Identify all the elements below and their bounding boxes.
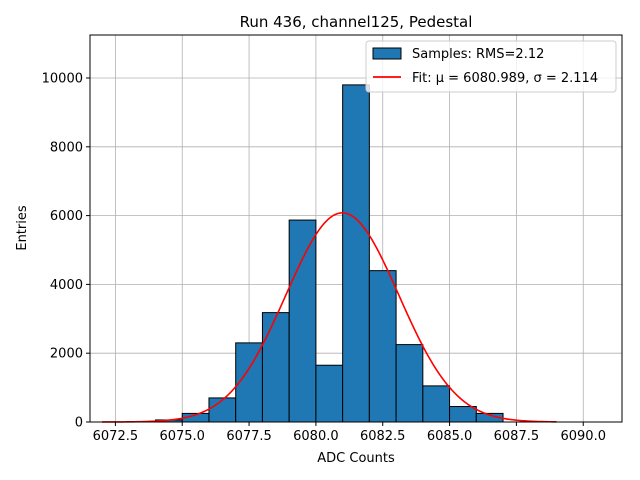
x-tick-label: 6075.0 (159, 429, 205, 444)
y-tick-label: 4000 (50, 278, 83, 293)
legend-label-fit: Fit: μ = 6080.989, σ = 2.114 (412, 71, 598, 86)
legend-box (365, 40, 617, 93)
x-tick-label: 6072.5 (93, 429, 139, 444)
histogram-bar (342, 84, 370, 423)
histogram-bar (395, 344, 424, 423)
histogram-bar (368, 270, 397, 423)
y-tick-label: 8000 (50, 140, 83, 155)
chart-title: Run 436, channel125, Pedestal (240, 13, 473, 31)
legend-label-histogram: Samples: RMS=2.12 (412, 47, 544, 62)
x-axis-label: ADC Counts (317, 451, 395, 466)
y-tick-label: 2000 (50, 347, 83, 362)
x-tick-label: 6090.0 (560, 429, 606, 444)
x-tick-label: 6080.0 (293, 429, 339, 444)
histogram-bar (288, 219, 317, 423)
histogram-bar (315, 364, 344, 423)
y-tick-label: 10000 (42, 72, 83, 87)
plot-frame (89, 34, 623, 423)
x-tick-label: 6087.5 (494, 429, 540, 444)
x-tick-label: 6085.0 (427, 429, 473, 444)
y-axis-ticks: 0 2000 4000 6000 8000 10000 (42, 72, 90, 431)
legend: Samples: RMS=2.12 Fit: μ = 6080.989, σ =… (365, 40, 617, 93)
y-tick-label: 0 (75, 416, 83, 431)
x-axis-ticks: 6072.5 6075.0 6077.5 6080.0 6082.5 6085.0 6087… (93, 422, 606, 444)
histogram-bar (261, 312, 290, 423)
y-axis-label: Entries (15, 205, 30, 251)
x-tick-label: 6077.5 (226, 429, 272, 444)
legend-swatch-histogram (372, 47, 402, 60)
fit-curve-layer (102, 212, 557, 423)
histogram-bar (449, 406, 477, 423)
x-tick-label: 6082.5 (360, 429, 406, 444)
histogram-bar (208, 397, 237, 423)
fit-curve (102, 212, 557, 423)
y-tick-label: 6000 (50, 209, 83, 224)
histogram-bar (422, 385, 451, 423)
histogram-bars (154, 84, 504, 423)
